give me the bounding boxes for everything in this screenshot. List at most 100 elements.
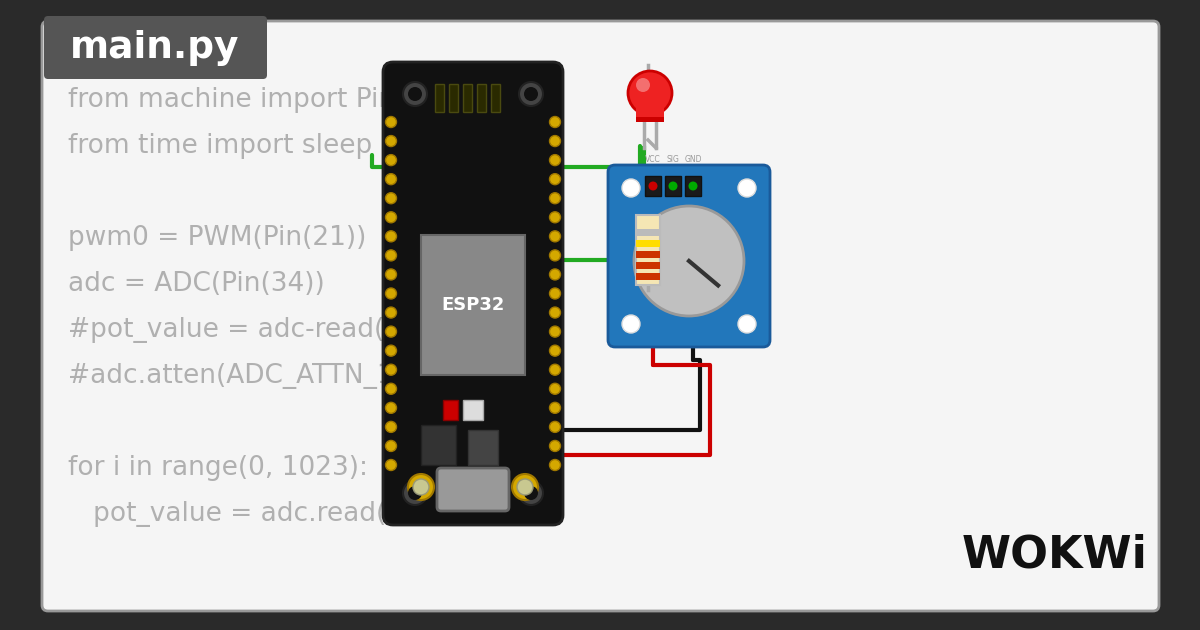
Circle shape xyxy=(403,481,427,505)
Circle shape xyxy=(524,87,538,101)
Bar xyxy=(636,273,660,280)
Bar xyxy=(646,176,661,196)
Circle shape xyxy=(550,307,560,318)
Circle shape xyxy=(385,212,396,223)
Bar xyxy=(463,84,472,112)
Circle shape xyxy=(385,174,396,185)
Bar xyxy=(468,430,498,465)
Circle shape xyxy=(550,231,560,242)
Circle shape xyxy=(622,179,640,197)
Text: VCC: VCC xyxy=(646,155,661,164)
Bar xyxy=(636,93,664,120)
Circle shape xyxy=(385,440,396,452)
FancyBboxPatch shape xyxy=(42,21,1159,611)
Bar xyxy=(463,400,482,420)
Circle shape xyxy=(550,383,560,394)
Circle shape xyxy=(689,181,697,190)
Circle shape xyxy=(385,345,396,356)
Bar xyxy=(636,240,660,247)
Circle shape xyxy=(512,474,538,500)
Bar xyxy=(636,251,660,258)
Circle shape xyxy=(385,326,396,337)
Circle shape xyxy=(550,193,560,203)
Circle shape xyxy=(634,206,744,316)
Text: from machine import Pin, PWM, ADC: from machine import Pin, PWM, ADC xyxy=(68,87,551,113)
Circle shape xyxy=(385,154,396,166)
Circle shape xyxy=(550,117,560,127)
Circle shape xyxy=(550,421,560,432)
Circle shape xyxy=(408,486,422,500)
Circle shape xyxy=(738,315,756,333)
Circle shape xyxy=(622,315,640,333)
Circle shape xyxy=(738,179,756,197)
Circle shape xyxy=(403,82,427,106)
Bar xyxy=(443,400,458,420)
FancyBboxPatch shape xyxy=(608,165,770,347)
Circle shape xyxy=(385,250,396,261)
Circle shape xyxy=(550,440,560,452)
Circle shape xyxy=(550,174,560,185)
Circle shape xyxy=(550,154,560,166)
Circle shape xyxy=(385,459,396,471)
Circle shape xyxy=(385,383,396,394)
FancyBboxPatch shape xyxy=(437,468,509,511)
Circle shape xyxy=(550,212,560,223)
Bar xyxy=(636,215,660,285)
Circle shape xyxy=(520,481,542,505)
Bar xyxy=(685,176,701,196)
FancyBboxPatch shape xyxy=(383,62,563,525)
Circle shape xyxy=(550,403,560,413)
Circle shape xyxy=(550,250,560,261)
Bar xyxy=(636,117,664,122)
Text: from time import sleep: from time import sleep xyxy=(68,133,372,159)
Bar xyxy=(636,229,660,236)
Circle shape xyxy=(550,364,560,375)
Circle shape xyxy=(385,307,396,318)
Circle shape xyxy=(517,479,533,495)
FancyBboxPatch shape xyxy=(44,16,266,79)
Circle shape xyxy=(550,288,560,299)
Circle shape xyxy=(550,345,560,356)
Circle shape xyxy=(550,135,560,147)
Text: SIG: SIG xyxy=(666,155,679,164)
Circle shape xyxy=(408,474,434,500)
Bar xyxy=(421,235,526,375)
Text: #pot_value = adc-read(): #pot_value = adc-read() xyxy=(68,317,395,343)
Bar xyxy=(436,84,444,112)
Circle shape xyxy=(648,181,658,190)
Circle shape xyxy=(385,117,396,127)
Bar xyxy=(478,84,486,112)
Bar xyxy=(665,176,682,196)
Circle shape xyxy=(385,135,396,147)
Circle shape xyxy=(385,231,396,242)
Bar xyxy=(449,84,458,112)
Bar xyxy=(421,425,456,465)
Circle shape xyxy=(550,269,560,280)
Text: main.py: main.py xyxy=(71,30,240,66)
Text: ESP32: ESP32 xyxy=(442,296,505,314)
Bar xyxy=(48,20,263,75)
Circle shape xyxy=(413,479,430,495)
Text: #adc.atten(ADC_ATTN_1: #adc.atten(ADC_ATTN_1 xyxy=(68,363,394,389)
Circle shape xyxy=(385,193,396,203)
Text: WOKWi: WOKWi xyxy=(962,534,1148,576)
Circle shape xyxy=(550,326,560,337)
Circle shape xyxy=(408,87,422,101)
Circle shape xyxy=(636,78,650,92)
Text: pot_value = adc.read(): pot_value = adc.read() xyxy=(68,501,396,527)
Circle shape xyxy=(524,486,538,500)
Circle shape xyxy=(550,459,560,471)
Bar xyxy=(491,84,500,112)
Text: adc = ADC(Pin(34)): adc = ADC(Pin(34)) xyxy=(68,271,325,297)
Text: for i in range(0, 1023):: for i in range(0, 1023): xyxy=(68,455,368,481)
Text: GND: GND xyxy=(684,155,702,164)
Circle shape xyxy=(628,71,672,115)
Circle shape xyxy=(520,82,542,106)
Bar xyxy=(636,262,660,269)
Circle shape xyxy=(385,269,396,280)
Text: pwm0 = PWM(Pin(21)): pwm0 = PWM(Pin(21)) xyxy=(68,225,366,251)
Circle shape xyxy=(385,288,396,299)
Circle shape xyxy=(385,403,396,413)
Circle shape xyxy=(385,364,396,375)
Circle shape xyxy=(385,421,396,432)
